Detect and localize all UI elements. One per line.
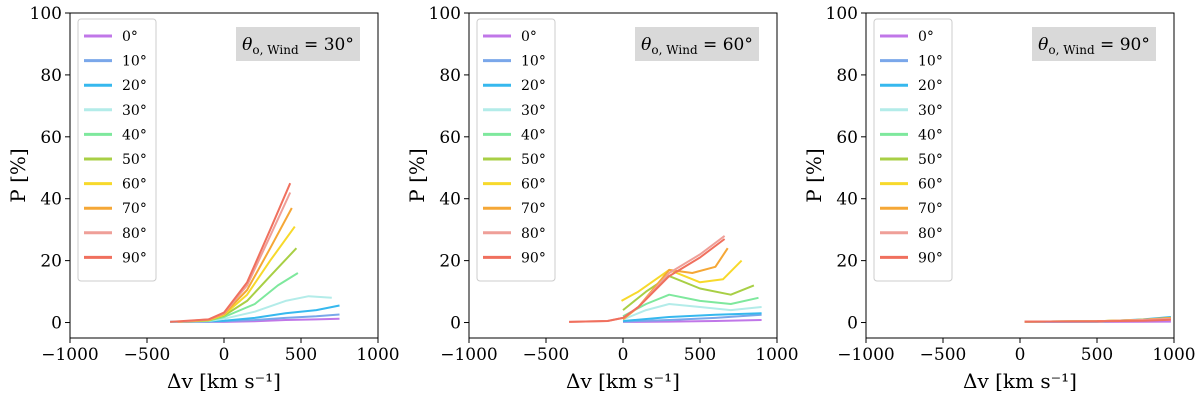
x-tick-label: 500 [1081,345,1113,365]
x-tick-label: 0 [618,345,629,365]
x-axis-label: Δv [km s⁻¹] [963,369,1077,393]
legend-label-4: 40° [521,127,546,143]
y-tick-label: 20 [439,252,461,272]
annotation-text: θo, Wind = 30° [242,35,354,57]
annotation-box [1032,27,1156,61]
legend-label-4: 40° [918,127,943,143]
x-tick-label: −500 [124,345,171,365]
x-tick-label: 1000 [755,345,798,365]
y-tick-label: 80 [836,66,858,86]
legend-label-2: 20° [122,78,147,94]
x-axis-label: Δv [km s⁻¹] [167,369,281,393]
legend-label-9: 90° [918,250,943,266]
legend-label-2: 20° [521,78,546,94]
legend-label-0: 0° [521,29,537,45]
legend-label-8: 80° [918,226,943,242]
legend-label-9: 90° [521,250,546,266]
series-lines [1024,316,1171,323]
chart-panel-2: −1000 −500 0 500 1000 0 20 40 60 80 100 Δv [km s⁻¹]… [405,4,799,393]
y-tick-label: 0 [51,314,62,334]
legend-label-7: 70° [122,201,147,217]
x-tick-label: −1000 [440,345,498,365]
annotation: θo, Wind = 90° [1032,27,1156,61]
x-tick-label: −1000 [837,345,895,365]
y-tick-label: 80 [40,66,62,86]
y-tick-label: 100 [826,4,858,24]
y-tick-label: 40 [40,190,62,210]
legend: 0° 10° 20° 30° 40° 50° 60° 70° 80° 90° [77,18,157,282]
y-tick-label: 0 [847,314,858,334]
legend-label-6: 60° [122,177,147,193]
annotation: θo, Wind = 30° [236,27,360,61]
series-line-3 [622,303,762,321]
series-line-1 [622,313,762,323]
y-tick-label: 60 [439,128,461,148]
legend-label-8: 80° [122,226,147,242]
legend-label-5: 50° [122,152,147,168]
y-axis-label: P [%] [405,148,429,202]
legend-label-6: 60° [918,177,943,193]
annotation-text: θo, Wind = 60° [641,35,753,57]
series-line-9 [170,182,292,323]
legend-label-8: 80° [521,226,546,242]
legend: 0° 10° 20° 30° 40° 50° 60° 70° 80° 90° [873,18,953,282]
legend-label-3: 30° [918,103,943,119]
y-tick-label: 40 [836,190,858,210]
legend-label-4: 40° [122,127,147,143]
legend-label-1: 10° [521,54,546,70]
y-tick-label: 20 [836,252,858,272]
y-tick-label: 80 [439,66,461,86]
legend-label-7: 70° [918,201,943,217]
x-tick-label: 500 [285,345,317,365]
annotation-box [635,27,759,61]
y-axis-label: P [%] [802,148,826,202]
chart-panel-1: −1000 −500 0 500 1000 0 20 40 60 80 100 Δv [km s⁻¹]… [6,4,400,393]
series-line-2 [622,312,762,322]
series-line-9 [1024,318,1171,323]
annotation-text: θo, Wind = 90° [1038,35,1150,57]
series-line-4 [622,293,759,318]
legend-label-1: 10° [122,54,147,70]
series-line-9 [569,238,726,323]
annotation-box [236,27,360,61]
y-tick-label: 100 [429,4,461,24]
y-tick-label: 100 [30,4,62,24]
y-tick-label: 20 [40,252,62,272]
legend: 0° 10° 20° 30° 40° 50° 60° 70° 80° 90° [476,18,556,282]
x-tick-label: 0 [1015,345,1026,365]
legend-label-6: 60° [521,177,546,193]
x-tick-label: −1000 [41,345,99,365]
legend-label-3: 30° [521,103,546,119]
legend-label-2: 20° [918,78,943,94]
series-line-5 [622,275,755,311]
x-axis-label: Δv [km s⁻¹] [566,369,680,393]
y-axis-label: P [%] [6,148,30,202]
y-tick-label: 0 [450,314,461,334]
series-lines [170,182,340,323]
legend-label-5: 50° [918,152,943,168]
y-tick-label: 60 [40,128,62,148]
x-tick-label: −500 [523,345,570,365]
chart-panel-3: −1000 −500 0 500 1000 0 20 40 60 80 100 Δv [km s⁻¹]… [802,4,1196,393]
legend-label-1: 10° [918,54,943,70]
legend-label-7: 70° [521,201,546,217]
x-tick-label: 1000 [1152,345,1195,365]
legend-label-0: 0° [122,29,138,45]
x-tick-label: 1000 [356,345,399,365]
legend-label-3: 30° [122,103,147,119]
y-tick-label: 60 [836,128,858,148]
legend-label-9: 90° [122,250,147,266]
x-tick-label: 0 [219,345,230,365]
x-tick-label: −500 [920,345,967,365]
series-lines [569,235,762,323]
legend-label-0: 0° [918,29,934,45]
series-line-6 [621,259,743,302]
annotation: θo, Wind = 60° [635,27,759,61]
y-tick-label: 40 [439,190,461,210]
legend-label-5: 50° [521,152,546,168]
x-tick-label: 500 [684,345,716,365]
